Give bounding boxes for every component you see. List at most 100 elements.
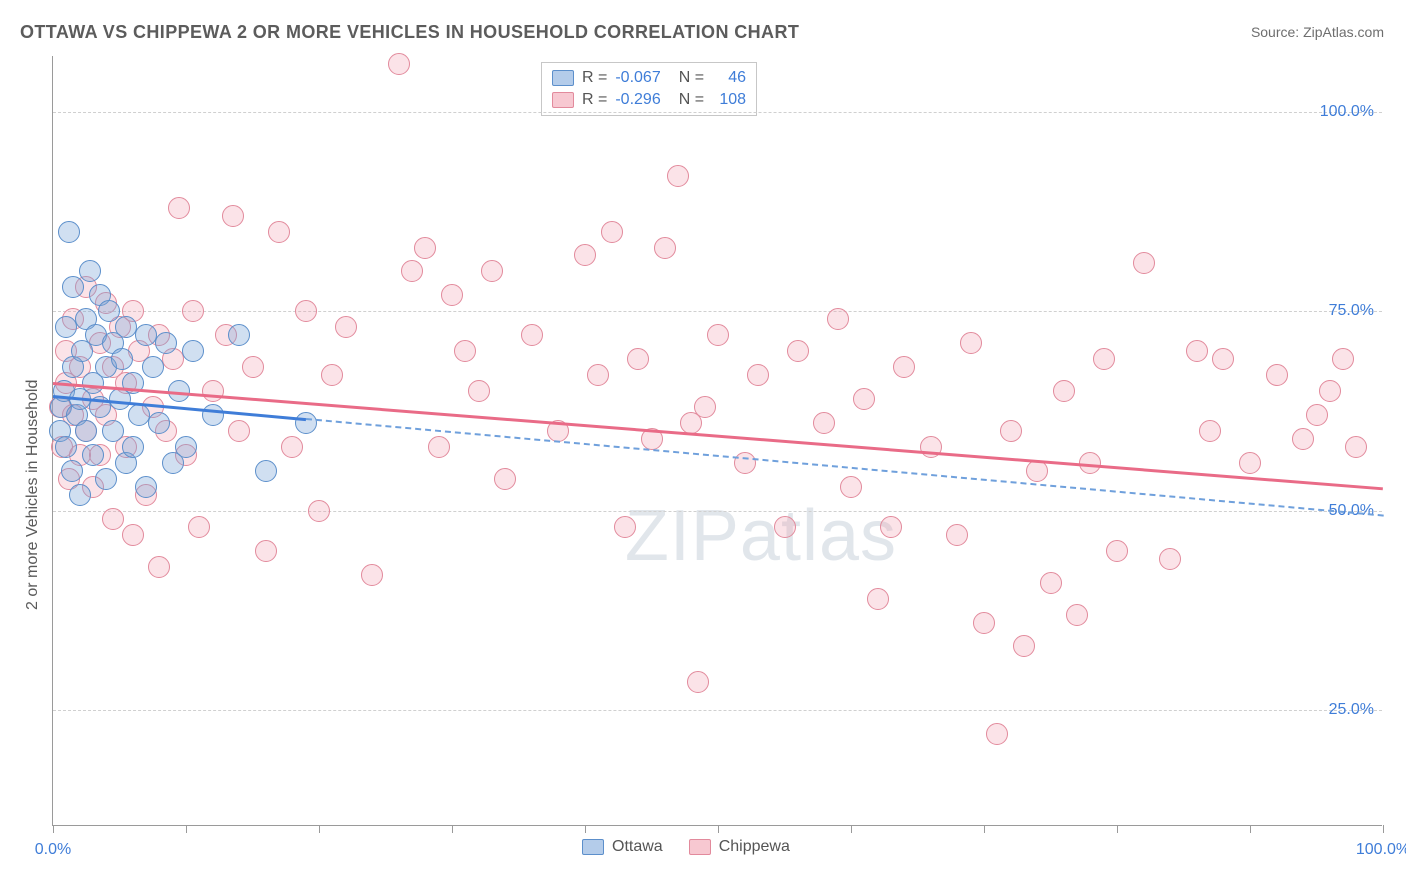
- data-point-pink: [1292, 428, 1314, 450]
- y-tick-label: 25.0%: [1329, 701, 1374, 719]
- data-point-pink: [454, 340, 476, 362]
- data-point-pink: [122, 524, 144, 546]
- data-point-blue: [122, 436, 144, 458]
- data-point-pink: [1319, 380, 1341, 402]
- x-tick-label: 100.0%: [1356, 841, 1406, 859]
- data-point-blue: [58, 221, 80, 243]
- x-tick: [851, 825, 852, 833]
- x-tick: [1117, 825, 1118, 833]
- stats-r-label: R =: [582, 67, 607, 89]
- data-point-pink: [893, 356, 915, 378]
- data-point-pink: [840, 476, 862, 498]
- stats-n-chippewa: 108: [712, 89, 746, 111]
- data-point-pink: [255, 540, 277, 562]
- swatch-ottawa: [582, 839, 604, 855]
- data-point-blue: [295, 412, 317, 434]
- data-point-blue: [135, 476, 157, 498]
- stats-r-chippewa: -0.296: [615, 89, 660, 111]
- x-tick: [718, 825, 719, 833]
- data-point-pink: [946, 524, 968, 546]
- data-point-pink: [813, 412, 835, 434]
- data-point-pink: [202, 380, 224, 402]
- data-point-pink: [614, 516, 636, 538]
- data-point-pink: [1159, 548, 1181, 570]
- data-point-pink: [428, 436, 450, 458]
- data-point-pink: [1013, 635, 1035, 657]
- data-point-pink: [222, 205, 244, 227]
- data-point-blue: [75, 420, 97, 442]
- data-point-blue: [111, 348, 133, 370]
- data-point-pink: [1040, 572, 1062, 594]
- swatch-chippewa: [689, 839, 711, 855]
- data-point-blue: [95, 468, 117, 490]
- data-point-blue: [135, 324, 157, 346]
- data-point-blue: [98, 300, 120, 322]
- data-point-pink: [601, 221, 623, 243]
- data-point-pink: [1066, 604, 1088, 626]
- x-tick: [984, 825, 985, 833]
- x-tick: [1250, 825, 1251, 833]
- data-point-blue: [82, 444, 104, 466]
- data-point-pink: [853, 388, 875, 410]
- y-axis-label: 2 or more Vehicles in Household: [24, 380, 42, 610]
- data-point-pink: [441, 284, 463, 306]
- data-point-pink: [587, 364, 609, 386]
- data-point-pink: [1000, 420, 1022, 442]
- stats-row-chippewa: R = -0.296 N = 108: [552, 89, 746, 111]
- legend-label-chippewa: Chippewa: [719, 838, 790, 856]
- data-point-pink: [1306, 404, 1328, 426]
- series-legend: Ottawa Chippewa: [582, 838, 790, 856]
- data-point-pink: [1093, 348, 1115, 370]
- legend-item-chippewa: Chippewa: [689, 838, 790, 856]
- x-tick: [53, 825, 54, 833]
- data-point-pink: [1053, 380, 1075, 402]
- x-tick: [186, 825, 187, 833]
- source-prefix: Source:: [1251, 24, 1303, 40]
- data-point-pink: [521, 324, 543, 346]
- x-tick: [585, 825, 586, 833]
- data-point-blue: [142, 356, 164, 378]
- data-point-pink: [1106, 540, 1128, 562]
- data-point-pink: [986, 723, 1008, 745]
- stats-n-label: N =: [679, 67, 704, 89]
- y-tick-label: 100.0%: [1320, 103, 1374, 121]
- data-point-pink: [335, 316, 357, 338]
- data-point-blue: [228, 324, 250, 346]
- data-point-pink: [880, 516, 902, 538]
- data-point-pink: [481, 260, 503, 282]
- data-point-pink: [268, 221, 290, 243]
- chart-container: OTTAWA VS CHIPPEWA 2 OR MORE VEHICLES IN…: [0, 0, 1406, 892]
- data-point-pink: [667, 165, 689, 187]
- source-link[interactable]: ZipAtlas.com: [1303, 24, 1384, 40]
- data-point-pink: [188, 516, 210, 538]
- data-point-blue: [102, 420, 124, 442]
- data-point-blue: [69, 484, 91, 506]
- trendline-chippewa: [53, 382, 1383, 490]
- data-point-pink: [973, 612, 995, 634]
- data-point-blue: [55, 316, 77, 338]
- data-point-pink: [1212, 348, 1234, 370]
- data-point-blue: [115, 316, 137, 338]
- legend-item-ottawa: Ottawa: [582, 838, 663, 856]
- data-point-pink: [102, 508, 124, 530]
- data-point-blue: [128, 404, 150, 426]
- swatch-chippewa: [552, 92, 574, 108]
- data-point-blue: [175, 436, 197, 458]
- legend-label-ottawa: Ottawa: [612, 838, 663, 856]
- data-point-pink: [494, 468, 516, 490]
- data-point-pink: [321, 364, 343, 386]
- data-point-blue: [155, 332, 177, 354]
- gridline: [53, 511, 1382, 512]
- data-point-pink: [867, 588, 889, 610]
- data-point-pink: [148, 556, 170, 578]
- data-point-pink: [1239, 452, 1261, 474]
- data-point-blue: [148, 412, 170, 434]
- data-point-pink: [960, 332, 982, 354]
- data-point-pink: [694, 396, 716, 418]
- data-point-pink: [747, 364, 769, 386]
- x-tick: [319, 825, 320, 833]
- data-point-blue: [79, 260, 101, 282]
- stats-legend: R = -0.067 N = 46 R = -0.296 N = 108: [541, 62, 757, 116]
- stats-r-ottawa: -0.067: [615, 67, 660, 89]
- data-point-pink: [414, 237, 436, 259]
